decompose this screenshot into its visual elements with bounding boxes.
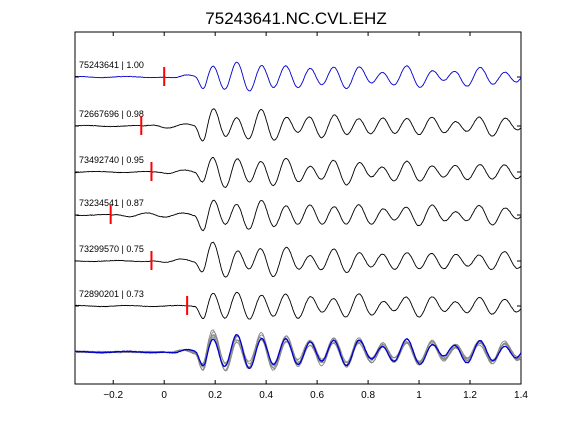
plot-area: [74, 31, 522, 385]
x-tick-label: 1.4: [514, 390, 528, 401]
x-axis: −0.2 0 0.2 0.4 0.6 0.8 1 1.2 1.4: [103, 32, 528, 401]
overlay-trace-line: [74, 334, 522, 371]
x-tick-label: 1.2: [463, 390, 477, 401]
chart-title: 75243641.NC.CVL.EHZ: [205, 9, 386, 28]
trace-line: [74, 157, 522, 189]
trace-label: 72890201 | 0.73: [79, 289, 144, 299]
x-tick-label: 0.2: [208, 390, 222, 401]
overlay-trace-line: [74, 333, 522, 369]
trace-label: 75243641 | 1.00: [79, 60, 144, 70]
x-tick-label: 0.4: [259, 390, 273, 401]
trace-label: 73492740 | 0.95: [79, 155, 144, 165]
trace-line: [74, 291, 522, 320]
trace-line: [74, 199, 522, 232]
trace-line: [74, 61, 522, 92]
trace-line: [74, 108, 522, 142]
x-tick-label: 0.8: [361, 390, 375, 401]
x-tick-label: 0.6: [310, 390, 324, 401]
trace-line: [74, 241, 522, 278]
trace-label: 73299570 | 0.75: [79, 244, 144, 254]
x-tick-label: −0.2: [103, 390, 123, 401]
x-tick-label: 1: [416, 390, 422, 401]
trace-label: 72667696 | 0.98: [79, 109, 144, 119]
trace-label: 73234541 | 0.87: [79, 198, 144, 208]
x-tick-label: 0: [161, 390, 167, 401]
traces-layer: 75243641 | 1.00 72667696 | 0.98 73492740 |…: [74, 60, 522, 372]
